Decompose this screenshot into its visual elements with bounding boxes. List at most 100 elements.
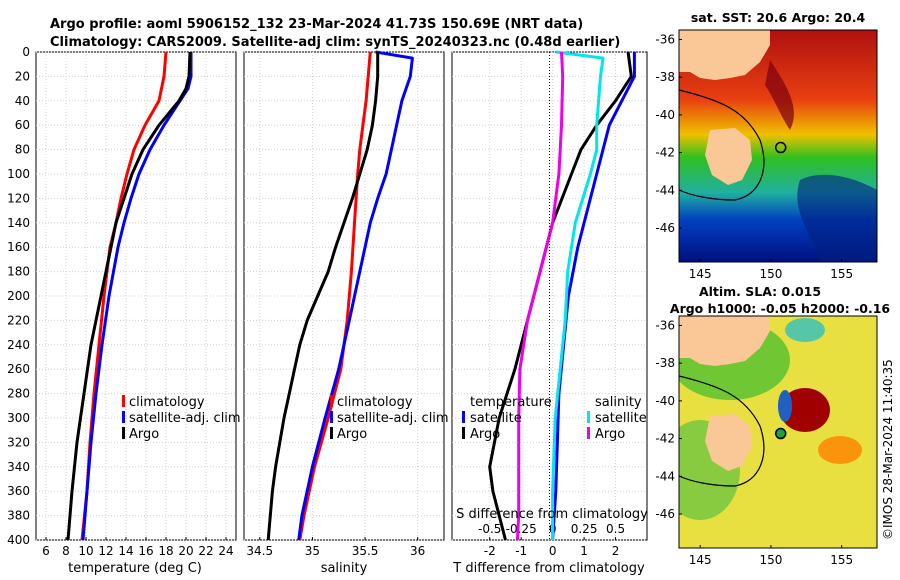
tasmania [705,414,752,471]
header-line-1: Argo profile: aoml 5906152_132 23-Mar-20… [50,17,583,32]
map-lat-tick-label: -36 [655,32,675,46]
credit-text: ©IMOS 28-Mar-2024 11:40:35 [881,359,895,540]
map-lat-tick-label: -44 [655,469,675,483]
x-tick-label: 6 [42,544,50,558]
x-tick-label: 10 [78,544,93,558]
x-tick-label: 24 [218,544,233,558]
sst-map-title: sat. SST: 20.6 Argo: 20.4 [691,10,866,25]
s-diff-tick-label: -0.25 [506,522,537,536]
depth-tick-label: 160 [7,240,30,254]
depth-tick-label: 380 [7,509,30,523]
argo-position-marker [774,141,787,154]
x-tick-label: -2 [484,544,496,558]
series-line-satellite-adj-clim [297,50,414,541]
s-diff-tick-label: -0.5 [478,522,501,536]
x-tick-label: 12 [98,544,113,558]
sst-map [679,30,877,262]
gridlines [36,51,647,541]
legend-swatch-climatology [122,395,125,407]
map-lat-tick-label: -38 [655,356,675,370]
depth-tick-label: 240 [7,338,30,352]
x-tick-label: 34.5 [246,544,273,558]
legend-argo: Argo [337,427,367,442]
legend-satellite: satellite-adj. clim [129,411,241,426]
depth-tick-label: 360 [7,484,30,498]
temperature-xlabel: temperature (deg C) [68,561,202,576]
depth-tick-label: 260 [7,362,30,376]
depth-tick-label: 20 [15,69,30,83]
sla-map-frame [678,315,878,549]
map-tick-labels: 145 150 155 -36 -38 -40 -42 -44 -46 145 150 155 -36 -… [655,32,853,567]
sla-low-anomaly [778,390,792,422]
legend-swatch-satellite [122,411,125,423]
sla-map-title-1: Altim. SLA: 0.015 [699,284,821,299]
tick-labels: 0204060801001201401601802002202402602803… [7,45,625,558]
depth-tick-label: 0 [22,45,30,59]
series-line-salinity-argo [515,51,565,541]
argo-position-marker [774,427,787,440]
tdiff-xlabel: T difference from climatology [452,561,645,576]
x-tick-label: 22 [198,544,213,558]
map-lat-tick-label: -38 [655,70,675,84]
legend-swatch-targo [462,427,465,439]
map-lon-tick-label: 145 [689,553,712,567]
legend-swatch-argo [330,427,333,439]
data-lines [66,50,636,541]
legend-temperature-argo: Argo [470,427,500,442]
x-tick-label: 8 [62,544,70,558]
depth-tick-label: 220 [7,313,30,327]
depth-tick-label: 280 [7,387,30,401]
mainland-australia [679,30,770,80]
sla-cyan-patch [785,318,825,342]
legend-climatology: climatology [337,395,413,410]
depth-tick-label: 200 [7,289,30,303]
map-lat-tick-label: -40 [655,108,675,122]
depth-tick-label: 340 [7,460,30,474]
map-lon-tick-label: 150 [759,553,782,567]
map-lat-tick-label: -44 [655,183,675,197]
legend-swatch-sargo [587,427,590,439]
temperature-legend: climatology satellite-adj. clim Argo [122,395,241,442]
salinity-legend: climatology satellite-adj. clim Argo [330,395,449,442]
depth-tick-label: 60 [15,118,30,132]
x-tick-label: 35.5 [352,544,379,558]
sst-depth-contour [679,89,765,201]
legend-argo: Argo [129,427,159,442]
sst-map-frame [678,29,878,263]
series-line-salinity-satellite [551,50,605,540]
map-lat-tick-label: -46 [655,507,675,521]
s-diff-tick-label: 0.25 [571,522,598,536]
depth-tick-label: 140 [7,216,30,230]
legend-swatch-ssat [587,411,590,423]
series-line-argo [66,51,192,541]
series-line-climatology [298,51,372,541]
map-lon-tick-label: 155 [830,267,853,281]
mainland-australia [679,316,770,366]
sst-cold-water [797,174,877,262]
legend-swatch-tsat [462,411,465,423]
map-lat-tick-label: -36 [655,318,675,332]
sla-positive-patch [818,436,862,464]
depth-tick-label: 180 [7,265,30,279]
legend-salinity-satellite: satellite [595,411,647,426]
depth-tick-label: 120 [7,191,30,205]
x-tick-label: 18 [158,544,173,558]
depth-tick-label: 80 [15,143,30,157]
series-line-temperature-satellite [551,52,636,541]
legend-salinity-argo: Argo [595,427,625,442]
legend-climatology: climatology [129,395,205,410]
sst-warm-eddy [765,60,794,130]
tdiff-legend: temperature satellite Argo [462,395,552,442]
legend-temperature-title: temperature [470,395,552,410]
legend-salinity-title: salinity [595,395,642,410]
x-tick-label: -1 [515,544,527,558]
sla-map-title-2: Argo h1000: -0.05 h2000: -0.16 [670,301,891,316]
map-lat-tick-label: -46 [655,221,675,235]
map-lat-tick-label: -42 [655,146,675,160]
x-tick-label: 36 [410,544,425,558]
depth-tick-label: 320 [7,435,30,449]
x-tick-label: 35 [305,544,320,558]
x-tick-label: 16 [138,544,153,558]
x-tick-label: 20 [178,544,193,558]
map-lon-tick-label: 155 [830,553,853,567]
